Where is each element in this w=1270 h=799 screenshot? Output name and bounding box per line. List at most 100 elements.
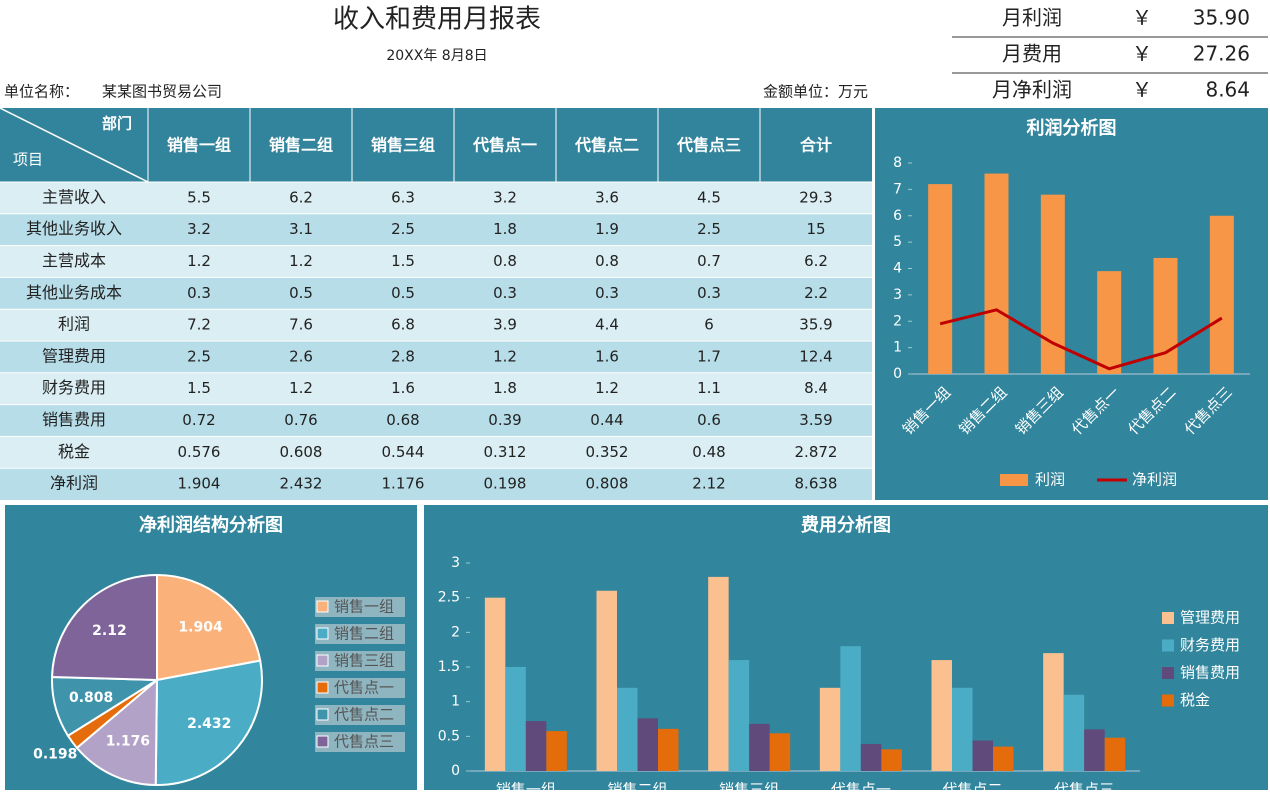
row-label: 利润 — [58, 315, 90, 334]
corner-bottom: 项目 — [13, 151, 43, 169]
table-row — [0, 277, 872, 310]
legend-key — [316, 708, 329, 721]
cell-value: 0.544 — [382, 443, 425, 461]
cell-value: 5.5 — [187, 188, 211, 206]
cell-value: 2.12 — [692, 475, 725, 493]
legend-key — [1162, 667, 1174, 679]
cell-value: 0.5 — [289, 284, 313, 302]
cell-value: 1.8 — [493, 220, 517, 238]
cell-value: 1.2 — [187, 252, 211, 270]
cell-value: 12.4 — [799, 347, 832, 365]
bar — [952, 687, 973, 771]
cell-value: 2.6 — [289, 347, 313, 365]
cell-value: 6.3 — [391, 188, 415, 206]
summary-currency: ￥ — [1132, 42, 1152, 66]
row-label: 管理费用 — [42, 346, 106, 365]
cell-value: 0.5 — [391, 284, 415, 302]
chart-title: 净利润结构分析图 — [139, 514, 283, 536]
cell-value: 4.5 — [697, 188, 721, 206]
y-tick-label: 0.5 — [438, 728, 460, 744]
x-tick-label: 销售一组 — [496, 781, 556, 796]
cell-value: 0.312 — [484, 443, 527, 461]
cell-value: 6.2 — [804, 252, 828, 270]
bar — [728, 660, 750, 771]
summary-value: 27.26 — [1193, 42, 1250, 66]
pie-slice — [75, 677, 159, 787]
bar — [596, 590, 617, 771]
row-label: 其他业务收入 — [26, 219, 122, 238]
cell-value: 1.1 — [697, 379, 721, 397]
cell-value: 0.352 — [586, 443, 629, 461]
y-tick-label: 4 — [893, 261, 902, 277]
y-tick-label: 7 — [893, 181, 902, 197]
legend-label: 税金 — [1180, 691, 1210, 709]
cell-value: 0.3 — [187, 284, 211, 302]
cell-value: 1.5 — [187, 379, 211, 397]
cell-value: 1.8 — [493, 379, 517, 397]
table-row — [0, 213, 872, 246]
cell-value: 0.3 — [697, 284, 721, 302]
summary-value: 8.64 — [1205, 78, 1250, 102]
cell-value: 0.68 — [386, 411, 419, 429]
cell-value: 1.904 — [178, 475, 221, 493]
cell-value: 0.6 — [697, 411, 721, 429]
cell-value: 6 — [704, 316, 714, 334]
y-tick-label: 8 — [893, 155, 902, 171]
summary-label: 月净利润 — [992, 78, 1072, 102]
corner-top: 部门 — [102, 115, 132, 133]
cell-value: 4.4 — [595, 316, 619, 334]
cell-value: 2.2 — [804, 284, 828, 302]
cell-value: 0.72 — [182, 411, 215, 429]
cell-value: 3.9 — [493, 316, 517, 334]
legend-key — [1000, 474, 1028, 486]
y-tick-label: 5 — [893, 234, 902, 250]
cell-value: 2.5 — [187, 347, 211, 365]
bar — [860, 743, 882, 771]
legend-background — [315, 732, 405, 752]
cell-value: 0.8 — [595, 252, 619, 270]
cell-value: 1.6 — [391, 379, 415, 397]
y-tick-label: 1.5 — [438, 659, 460, 675]
bar — [881, 749, 902, 771]
bar — [1063, 694, 1085, 771]
y-tick-label: 1 — [451, 694, 460, 710]
slice-label: 0.198 — [33, 746, 77, 762]
y-tick-label: 3 — [893, 287, 902, 303]
table-row — [0, 468, 872, 500]
bar — [984, 173, 1009, 374]
table-row — [0, 182, 872, 214]
bar — [931, 660, 952, 771]
cell-value: 8.4 — [804, 379, 828, 397]
table-row — [0, 245, 872, 278]
cell-value: 8.638 — [795, 475, 838, 493]
y-tick-label: 3 — [451, 555, 460, 571]
line-series — [939, 308, 1223, 371]
legend-key — [1162, 612, 1174, 624]
cell-value: 0.808 — [586, 475, 629, 493]
cell-value: 3.6 — [595, 188, 619, 206]
cell-value: 0.7 — [697, 252, 721, 270]
cell-value: 0.8 — [493, 252, 517, 270]
legend-key — [1162, 639, 1174, 652]
pie-slice — [154, 659, 263, 786]
amount-unit: 金额单位：万元 — [763, 83, 868, 101]
bar — [658, 728, 679, 771]
legend-label: 销售一组 — [334, 598, 394, 616]
legend-key — [316, 627, 329, 640]
y-tick-label: 0 — [893, 366, 902, 382]
report-title: 收入和费用月报表 — [333, 5, 541, 35]
bar — [708, 576, 729, 771]
cell-value: 1.9 — [595, 220, 619, 238]
cell-value: 3.1 — [289, 220, 313, 238]
cell-value: 0.608 — [280, 443, 323, 461]
y-tick-label: 0 — [451, 763, 460, 779]
cell-value: 1.176 — [382, 475, 425, 493]
table-row — [0, 372, 872, 405]
x-tick-label: 代售点二 — [942, 781, 1002, 796]
cell-value: 3.59 — [799, 411, 832, 429]
legend-background — [315, 624, 405, 644]
bar — [484, 597, 506, 771]
bar — [928, 184, 953, 374]
